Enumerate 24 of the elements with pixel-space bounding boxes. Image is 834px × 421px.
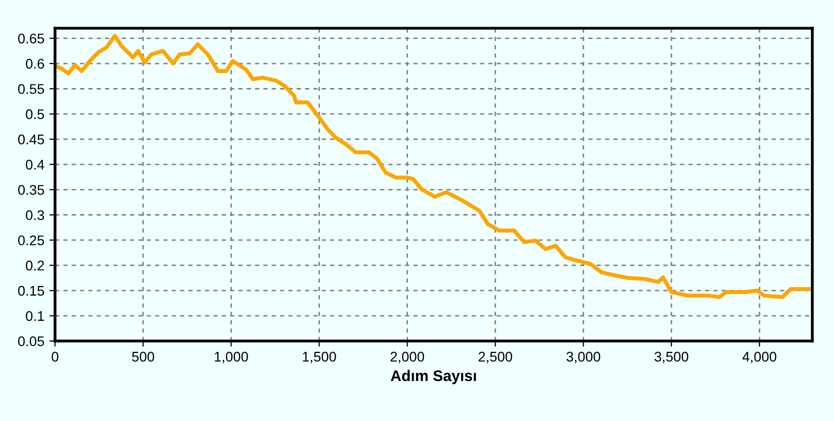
y-tick-label: 0.65 [18,34,44,44]
x-tick-label: 0 [52,352,58,362]
x-axis-title: Adım Sayısı [390,370,476,384]
y-tick-label: 0.4 [26,160,44,170]
y-tick-label: 0.1 [26,311,44,321]
y-tick-label: 0.55 [18,84,44,94]
x-tick-label: 3,500 [654,352,688,364]
y-tick-label: 0.2 [26,260,44,270]
y-tick-label: 0.05 [18,336,44,346]
y-tick-label: 0.15 [18,286,44,296]
y-tick-label: 0.45 [18,134,44,144]
x-tick-label: 2,000 [390,352,424,364]
x-tick-label: 1,500 [302,352,336,364]
y-tick-label: 0.5 [26,109,44,120]
y-tick-label: 0.35 [18,184,44,195]
x-tick-label: 3,000 [566,352,600,364]
y-tick-label: 0.6 [26,58,44,69]
x-tick-label: 1,000 [214,352,248,364]
line-series [55,34,811,300]
x-tick-label: 4,000 [742,352,776,364]
x-tick-label: 2,500 [478,352,512,364]
x-tick-label: 500 [132,352,154,362]
y-tick-label: 0.3 [26,210,44,220]
y-tick-label: 0.25 [18,235,44,246]
